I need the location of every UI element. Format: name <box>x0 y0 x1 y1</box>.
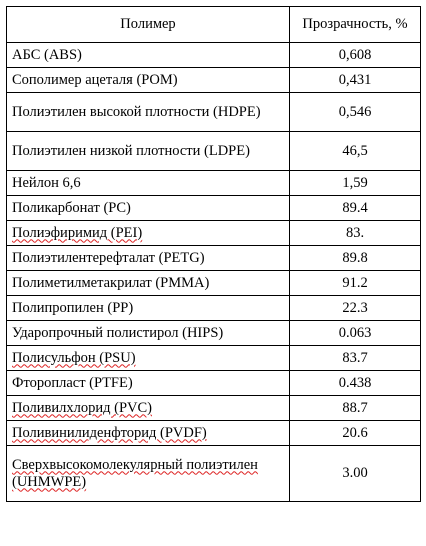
table-row: Полиэтилен низкой плотности (LDPE) 46,5 <box>6 131 421 171</box>
transparency-value: 0,546 <box>289 92 421 132</box>
polymer-name: Нейлон 6,6 <box>6 170 290 196</box>
polymer-transparency-table: Полимер Прозрачность, % АБС (ABS) 0,608 … <box>6 6 421 502</box>
table-row: Полиметилметакрилат (PMMA) 91.2 <box>6 270 421 296</box>
transparency-value: 0.438 <box>289 370 421 396</box>
polymer-name: Полисульфон (PSU) <box>6 345 290 371</box>
transparency-value: 91.2 <box>289 270 421 296</box>
table-row: Поликарбонат (PC) 89.4 <box>6 195 421 221</box>
polymer-name: Поливинилиденфторид (PVDF) <box>6 420 290 446</box>
polymer-name: Полиэфиримид (PEI) <box>6 220 290 246</box>
table-row: Полипропилен (PP) 22.3 <box>6 295 421 321</box>
transparency-value: 46,5 <box>289 131 421 171</box>
transparency-value: 20.6 <box>289 420 421 446</box>
transparency-value: 83. <box>289 220 421 246</box>
polymer-name: Полиэтилен высокой плотности (HDPE) <box>6 92 290 132</box>
transparency-value: 3.00 <box>289 445 421 502</box>
table-row: Поливилхлорид (PVC) 88.7 <box>6 395 421 421</box>
polymer-name: Полиэтилен низкой плотности (LDPE) <box>6 131 290 171</box>
polymer-name: Полиэтилентерефталат (PETG) <box>6 245 290 271</box>
transparency-value: 0,608 <box>289 42 421 68</box>
polymer-name: Фторопласт (PTFE) <box>6 370 290 396</box>
polymer-name: Сополимер ацеталя (POM) <box>6 67 290 93</box>
table-row: Полиэтилентерефталат (PETG) 89.8 <box>6 245 421 271</box>
table-row: Фторопласт (PTFE) 0.438 <box>6 370 421 396</box>
polymer-name: Полипропилен (PP) <box>6 295 290 321</box>
polymer-name: АБС (ABS) <box>6 42 290 68</box>
polymer-name: Поликарбонат (PC) <box>6 195 290 221</box>
transparency-value: 89.4 <box>289 195 421 221</box>
transparency-value: 89.8 <box>289 245 421 271</box>
transparency-value: 0.063 <box>289 320 421 346</box>
table-row: Сверхвысокомолекулярный полиэтилен (UHMW… <box>6 445 421 502</box>
transparency-value: 83.7 <box>289 345 421 371</box>
table-row: АБС (ABS) 0,608 <box>6 42 421 68</box>
polymer-name: Ударопрочный полистирол (HIPS) <box>6 320 290 346</box>
table-row: Поливинилиденфторид (PVDF) 20.6 <box>6 420 421 446</box>
table-row: Сополимер ацеталя (POM) 0,431 <box>6 67 421 93</box>
transparency-value: 0,431 <box>289 67 421 93</box>
table-row: Ударопрочный полистирол (HIPS) 0.063 <box>6 320 421 346</box>
table-row: Полисульфон (PSU) 83.7 <box>6 345 421 371</box>
transparency-value: 88.7 <box>289 395 421 421</box>
table-row: Нейлон 6,6 1,59 <box>6 170 421 196</box>
polymer-name: Поливилхлорид (PVC) <box>6 395 290 421</box>
transparency-value: 22.3 <box>289 295 421 321</box>
header-polymer: Полимер <box>6 6 290 43</box>
table-row: Полиэфиримид (PEI) 83. <box>6 220 421 246</box>
table-row: Полиэтилен высокой плотности (HDPE) 0,54… <box>6 92 421 132</box>
header-transparency: Прозрачность, % <box>289 6 421 43</box>
header-row: Полимер Прозрачность, % <box>6 6 421 43</box>
polymer-name: Полиметилметакрилат (PMMA) <box>6 270 290 296</box>
polymer-name: Сверхвысокомолекулярный полиэтилен (UHMW… <box>6 445 290 502</box>
transparency-value: 1,59 <box>289 170 421 196</box>
